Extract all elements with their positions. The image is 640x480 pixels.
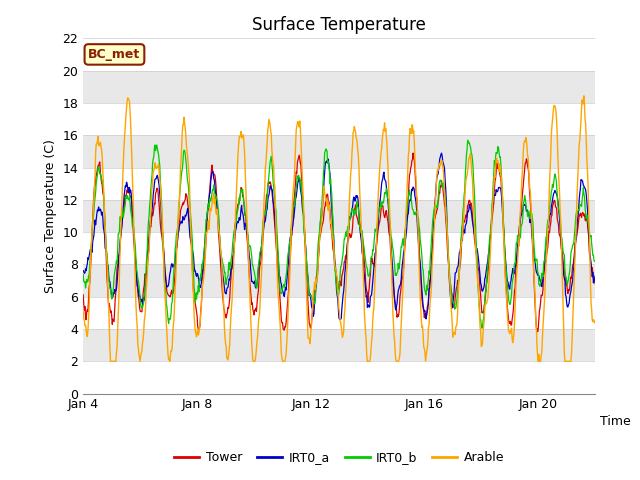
Bar [83,297,595,329]
Bar [83,361,595,394]
Bar [83,38,595,71]
Bar [83,329,595,361]
X-axis label: Time: Time [600,415,631,428]
Bar [83,71,595,103]
Legend: Tower, IRT0_a, IRT0_b, Arable: Tower, IRT0_a, IRT0_b, Arable [170,446,509,469]
Bar [83,200,595,232]
Text: BC_met: BC_met [88,48,141,61]
Y-axis label: Surface Temperature (C): Surface Temperature (C) [44,139,57,293]
Bar [83,168,595,200]
Bar [83,264,595,297]
Bar [83,232,595,264]
Title: Surface Temperature: Surface Temperature [252,16,426,34]
Bar [83,103,595,135]
Bar [83,135,595,168]
